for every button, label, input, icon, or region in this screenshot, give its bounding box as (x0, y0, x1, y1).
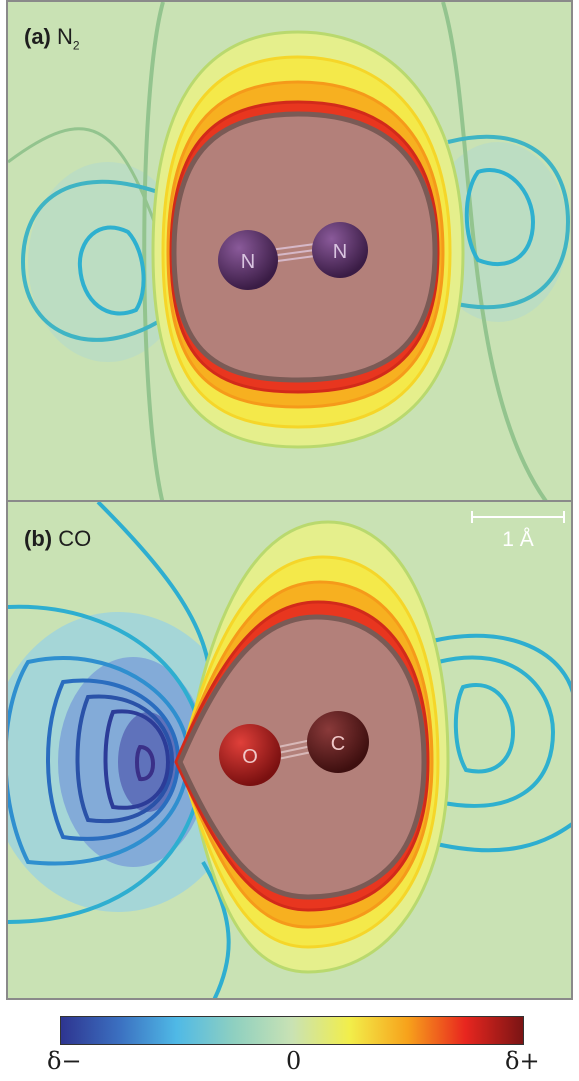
atom-n1 (218, 230, 278, 290)
contour-line (464, 168, 536, 267)
atom-n1-symbol: N (241, 251, 255, 273)
panel-a-label: (a) N2 (24, 24, 80, 52)
contour-line (453, 683, 516, 774)
panel-b-letter: (b) (24, 526, 53, 551)
contour-line (8, 656, 191, 866)
scale-bar-line (471, 516, 565, 518)
colorbar-mid-label: 0 (286, 1047, 302, 1075)
panel-a-letter: (a) (24, 24, 51, 49)
contour-line (135, 744, 156, 782)
contour-line (447, 134, 571, 310)
atom-n2 (312, 222, 368, 278)
panel-a-subscript: 2 (72, 38, 80, 53)
contour-line (8, 127, 160, 233)
atom-o (219, 724, 281, 786)
co-potential-map: O C (8, 502, 571, 998)
contour-line (20, 179, 159, 342)
atom-n2-symbol: N (333, 241, 347, 263)
contour-line (427, 822, 571, 853)
contour-line (77, 225, 146, 316)
colorbar-min-label: δ− (47, 1047, 82, 1075)
contour-core (171, 111, 438, 383)
negative-lobe-left (28, 162, 188, 362)
contour-line (427, 633, 571, 693)
colorbar-max-label: δ+ (505, 1047, 540, 1075)
panel-co: O C (b) CO 1 Å (6, 500, 573, 1000)
panel-a-title: N (57, 24, 73, 49)
contour-line (75, 694, 175, 824)
contour-line (142, 2, 165, 500)
panel-b-label: (b) CO (24, 526, 91, 552)
contour-core (177, 614, 427, 900)
atom-c-symbol: C (331, 733, 345, 755)
scale-bar-tick (471, 511, 473, 523)
contour-line (437, 655, 556, 808)
contour-line (46, 678, 181, 841)
scale-bar-tick (563, 511, 565, 523)
scale-bar: 1 Å (471, 511, 565, 554)
panel-n2: N N (a) N2 (6, 0, 573, 502)
contour-line (96, 502, 210, 663)
colorbar (60, 1016, 524, 1045)
n2-potential-map: N N (8, 2, 571, 500)
panel-b-title: CO (58, 526, 92, 551)
atom-c (307, 711, 369, 773)
contour-line (201, 860, 231, 998)
contour-line (103, 709, 171, 810)
atom-o-symbol: O (242, 746, 258, 768)
scale-bar-label: 1 Å (502, 528, 534, 551)
